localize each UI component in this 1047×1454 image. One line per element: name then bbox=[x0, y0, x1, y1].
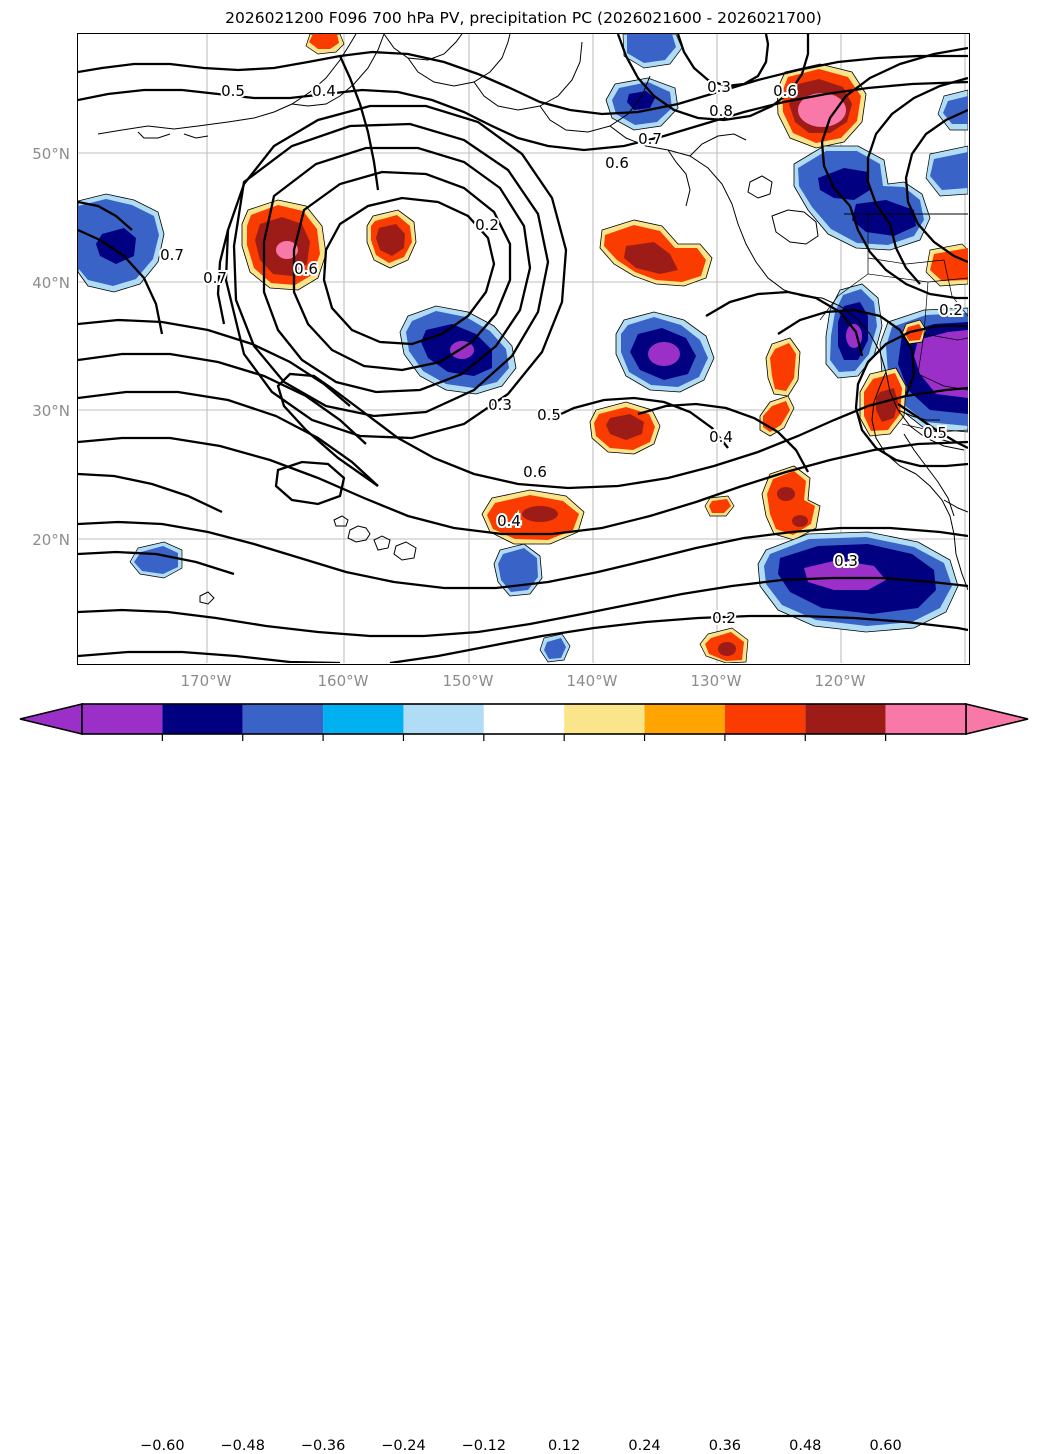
contour-label: 0.5 bbox=[537, 406, 561, 424]
contour-labels: 0.50.40.70.60.80.70.60.30.80.70.70.60.20… bbox=[158, 76, 965, 629]
contour-label: 0.3 bbox=[488, 396, 512, 414]
colorbar-band bbox=[82, 704, 163, 734]
contour-label: 0.7 bbox=[203, 269, 227, 287]
blob-positive-bc bbox=[776, 63, 867, 149]
blob-negative-tiny-1 bbox=[129, 541, 183, 579]
blob-positive-small-2 bbox=[759, 395, 795, 437]
contour-label: 0.4 bbox=[497, 512, 521, 530]
blob-positive-east-1 bbox=[599, 219, 713, 287]
xtick-label-130w: 130°W bbox=[690, 672, 742, 690]
xtick-label-150w: 150°W bbox=[442, 672, 494, 690]
blob-positive-tiny-1 bbox=[704, 495, 735, 517]
blob-negative-west bbox=[78, 193, 165, 293]
pv-contours bbox=[78, 34, 968, 663]
xtick-label-140w: 140°W bbox=[566, 672, 618, 690]
blob-negative-central-2 bbox=[615, 311, 715, 393]
contour-label: 0.5 bbox=[221, 82, 245, 100]
colorbar-tick-label: 0.36 bbox=[708, 1438, 742, 1454]
chart-page: 2026021200 F096 700 hPa PV, precipitatio… bbox=[0, 9, 1047, 1454]
contour-label: 0.3 bbox=[707, 78, 731, 96]
colorbar-tick-label: 0.24 bbox=[628, 1438, 661, 1454]
contour-label: 0.5 bbox=[923, 424, 947, 442]
contour-label: 0.6 bbox=[605, 154, 629, 172]
colorbar-ticks bbox=[161, 734, 887, 741]
blob-positive-small-3 bbox=[761, 465, 821, 541]
blob-negative-right-purple bbox=[879, 307, 968, 433]
ytick-label-30n: 30°N bbox=[32, 402, 70, 420]
contour-label: 0.6 bbox=[294, 260, 318, 278]
colorbar-outline bbox=[81, 703, 967, 735]
ytick-label-20n: 20°N bbox=[32, 531, 70, 549]
colorbar-band bbox=[242, 704, 324, 734]
page-title: 2026021200 F096 700 hPa PV, precipitatio… bbox=[225, 9, 822, 27]
xtick-label-160w: 160°W bbox=[317, 672, 369, 690]
colorbar-tick-label: 0.60 bbox=[869, 1438, 902, 1454]
contour-label: 0.6 bbox=[523, 463, 547, 481]
ytick-label-50n: 50°N bbox=[32, 145, 70, 163]
contour-label: 0.4 bbox=[312, 82, 336, 100]
colorbar-extend-left bbox=[19, 702, 83, 736]
xtick-label-170w: 170°W bbox=[180, 672, 232, 690]
colorbar-tick-label: −0.48 bbox=[220, 1438, 265, 1454]
blob-positive-mid bbox=[589, 401, 661, 455]
blob-negative-pacific-nw bbox=[793, 145, 931, 251]
blob-positive-bottom-1 bbox=[699, 627, 749, 663]
contour-label: 0.7 bbox=[160, 246, 184, 264]
contour-label: 0.4 bbox=[709, 428, 733, 446]
colorbar-band bbox=[403, 704, 484, 734]
blob-negative-bottom-1 bbox=[539, 633, 571, 663]
colorbar-extend-right bbox=[965, 702, 1029, 736]
contour-label: 0.8 bbox=[709, 102, 733, 120]
colorbar-band bbox=[162, 704, 243, 734]
colorbar-tick-label: −0.24 bbox=[381, 1438, 426, 1454]
contour-label: 0.6 bbox=[773, 82, 797, 100]
colorbar-tick-label: −0.12 bbox=[461, 1438, 507, 1454]
colorbar-band bbox=[885, 704, 966, 734]
blob-negative-topright bbox=[937, 89, 968, 131]
colorbar-band bbox=[564, 704, 645, 734]
colorbar: −0.60 −0.48 −0.36 −0.24 −0.12 0.12 0.24 0.36 0.4… bbox=[0, 700, 1047, 1454]
blob-positive-right-edge bbox=[925, 243, 968, 287]
contour-label: 0.2 bbox=[712, 609, 736, 627]
contour-label: 0.2 bbox=[939, 301, 963, 319]
blob-positive-alaska bbox=[305, 34, 345, 55]
contour-label: 0.2 bbox=[475, 216, 499, 234]
colorbar-tick-label: 0.12 bbox=[548, 1438, 581, 1454]
colorbar-tick-label: −0.60 bbox=[140, 1438, 185, 1454]
xtick-label-120w: 120°W bbox=[814, 672, 866, 690]
colorbar-tick-label: 0.48 bbox=[789, 1438, 822, 1454]
colorbar-band bbox=[724, 704, 806, 734]
colorbar-tick-label: −0.36 bbox=[300, 1438, 346, 1454]
ytick-label-40n: 40°N bbox=[32, 274, 70, 292]
blob-negative-right-north bbox=[925, 145, 968, 197]
blob-positive-subtropical bbox=[481, 489, 585, 545]
colorbar-band bbox=[805, 704, 886, 734]
map-canvas: 0.50.40.70.60.80.70.60.30.80.70.70.60.20… bbox=[78, 34, 968, 663]
blob-positive-central-2 bbox=[366, 209, 417, 269]
map-plot-area: 0.50.40.70.60.80.70.60.30.80.70.70.60.20… bbox=[77, 33, 970, 665]
colorbar-band bbox=[483, 704, 565, 734]
contour-label: 0.7 bbox=[638, 130, 662, 148]
blob-positive-small-1 bbox=[765, 337, 801, 397]
colorbar-band bbox=[644, 704, 725, 734]
coastlines bbox=[97, 34, 968, 605]
colorbar-svg bbox=[19, 702, 1029, 741]
contour-label: 0.3 bbox=[834, 552, 858, 570]
colorbar-bands bbox=[19, 702, 1029, 736]
blob-negative-north-1 bbox=[622, 34, 683, 69]
blob-positive-baja bbox=[859, 367, 907, 437]
colorbar-band bbox=[323, 704, 404, 734]
